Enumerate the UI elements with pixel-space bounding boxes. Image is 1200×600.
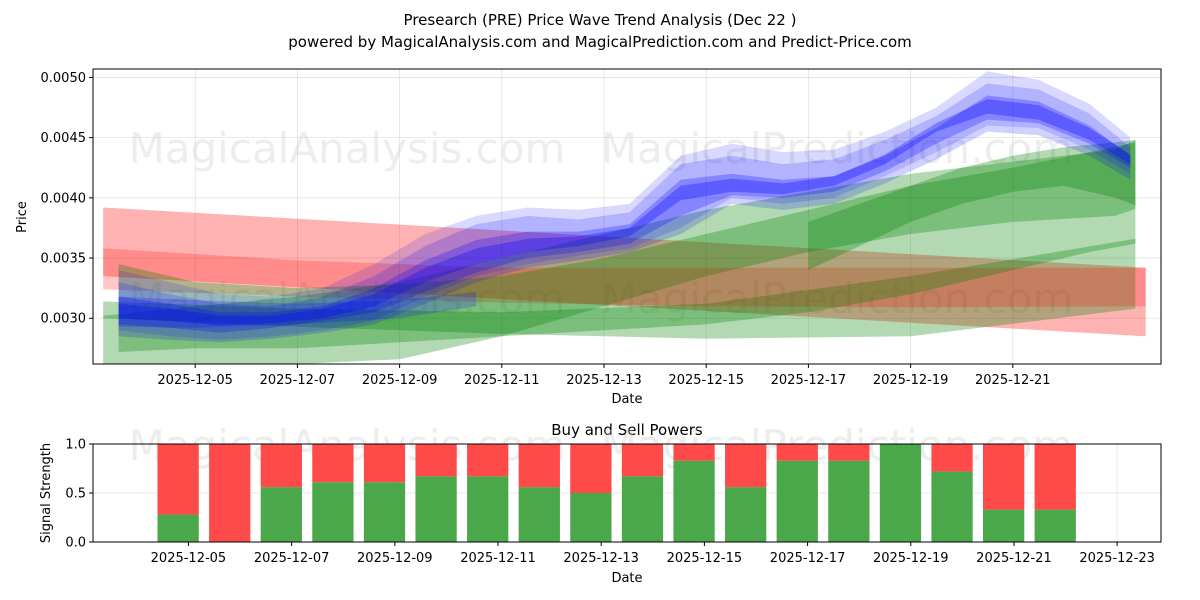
sell-power-bar	[415, 444, 457, 477]
signal-y-axis: 0.0 0.5 1.0	[65, 438, 93, 551]
signal-x-tick-label: 2025-12-05	[151, 551, 227, 566]
sell-power-bar	[621, 444, 664, 477]
sell-power-bar	[828, 444, 870, 461]
buy-power-bar	[673, 460, 715, 542]
price-x-tick-label: 2025-12-13	[566, 373, 642, 388]
buy-power-bar	[260, 487, 302, 542]
buy-power-bar	[879, 444, 922, 542]
price-x-tick-label: 2025-12-19	[873, 373, 949, 388]
price-x-tick-label: 2025-12-07	[260, 373, 336, 388]
price-x-tick-label: 2025-12-21	[975, 373, 1051, 388]
price-y-tick-label: 0.0050	[41, 71, 87, 86]
price-plot-frame	[92, 68, 1162, 365]
price-y-tick-label: 0.0035	[41, 252, 87, 267]
watermark-text: MagicalPrediction.com	[601, 124, 1074, 173]
blue-wave-3	[118, 95, 1131, 333]
sell-power-bar	[363, 444, 406, 483]
signal-x-axis: 2025-12-05 2025-12-07 2025-12-09 2025-12-11…	[151, 542, 1155, 566]
buy-power-bar	[931, 471, 973, 542]
watermark-text: MagicalPrediction.com	[601, 274, 1074, 323]
sell-power-bar	[1034, 444, 1076, 510]
signal-x-tick-label: 2025-12-19	[873, 551, 949, 566]
buy-power-bar	[1034, 509, 1076, 542]
signal-x-tick-label: 2025-12-13	[563, 551, 639, 566]
buy-power-bar	[157, 514, 199, 542]
sell-power-bar	[157, 444, 199, 515]
sell-power-bar	[209, 444, 251, 542]
sell-power-bar	[673, 444, 715, 461]
blue-wave-2	[118, 83, 1131, 343]
price-grid	[93, 69, 1161, 364]
buy-power-bar	[415, 476, 457, 542]
signal-x-tick-label: 2025-12-17	[770, 551, 846, 566]
signal-bars	[157, 444, 1076, 542]
buy-power-bar	[518, 487, 560, 542]
buy-power-bar	[776, 460, 818, 542]
buy-power-bar	[312, 482, 354, 542]
signal-x-tick-label: 2025-12-21	[976, 551, 1052, 566]
sell-power-bar	[467, 444, 509, 477]
buy-power-bar	[725, 487, 767, 542]
sell-power-bar	[570, 444, 612, 493]
signal-y-tick-label: 0.0	[65, 536, 86, 551]
price-bands	[103, 71, 1146, 364]
buy-power-bar	[983, 509, 1025, 542]
price-x-tick-label: 2025-12-11	[464, 373, 540, 388]
price-y-label: Price	[15, 201, 30, 233]
price-x-tick-label: 2025-12-17	[771, 373, 847, 388]
price-x-tick-label: 2025-12-09	[362, 373, 438, 388]
price-y-tick-label: 0.0040	[41, 191, 87, 206]
sell-power-bar	[776, 444, 818, 461]
price-x-tick-label: 2025-12-15	[668, 373, 744, 388]
sell-power-bar	[518, 444, 560, 488]
sell-power-bar	[725, 444, 767, 488]
sell-power-bar	[260, 444, 302, 488]
chart-title: Presearch (PRE) Price Wave Trend Analysi…	[404, 11, 797, 29]
signal-y-label: Signal Strength	[39, 443, 54, 543]
watermark-text: MagicalAnalysis.com	[129, 124, 566, 173]
green-recent-band	[808, 140, 1136, 271]
price-x-axis: 2025-12-05 2025-12-07 2025-12-09 2025-12-11…	[157, 364, 1051, 388]
price-x-tick-label: 2025-12-05	[157, 373, 233, 388]
green-wave-band	[118, 142, 1136, 352]
signal-x-tick-label: 2025-12-09	[357, 551, 433, 566]
signal-x-tick-label: 2025-12-15	[667, 551, 743, 566]
sell-power-bar	[931, 444, 973, 472]
buy-power-bar	[621, 476, 664, 542]
signal-chart-title: Buy and Sell Powers	[551, 421, 703, 439]
buy-power-bar	[363, 482, 406, 542]
chart-subtitle: powered by MagicalAnalysis.com and Magic…	[288, 33, 912, 51]
sell-power-bar	[983, 444, 1025, 510]
signal-x-tick-label: 2025-12-11	[460, 551, 536, 566]
buy-power-bar	[828, 460, 870, 542]
price-y-tick-label: 0.0045	[41, 131, 87, 146]
blue-wave-1	[118, 71, 1131, 340]
teal-early-band	[118, 291, 477, 328]
signal-y-tick-label: 0.5	[65, 487, 86, 502]
olive-overlap-band	[103, 248, 1146, 308]
price-y-axis: 0.0030 0.0035 0.0040 0.0045 0.0050	[41, 71, 93, 327]
signal-x-tick-label: 2025-12-23	[1079, 551, 1155, 566]
buy-power-bar	[570, 493, 612, 542]
price-y-tick-label: 0.0030	[41, 312, 87, 327]
buy-power-bar	[467, 476, 509, 542]
signal-x-tick-label: 2025-12-07	[254, 551, 330, 566]
watermark-group: MagicalAnalysis.com MagicalPrediction.co…	[129, 124, 1074, 323]
signal-x-label: Date	[611, 571, 642, 586]
green-flat-band	[103, 238, 1136, 339]
green-long-band	[103, 140, 1136, 364]
sell-power-bar	[312, 444, 354, 483]
signal-y-tick-label: 1.0	[65, 438, 86, 453]
price-x-label: Date	[611, 392, 642, 407]
watermark-text: MagicalAnalysis.com	[129, 274, 566, 323]
red-wave-band	[103, 207, 1146, 337]
